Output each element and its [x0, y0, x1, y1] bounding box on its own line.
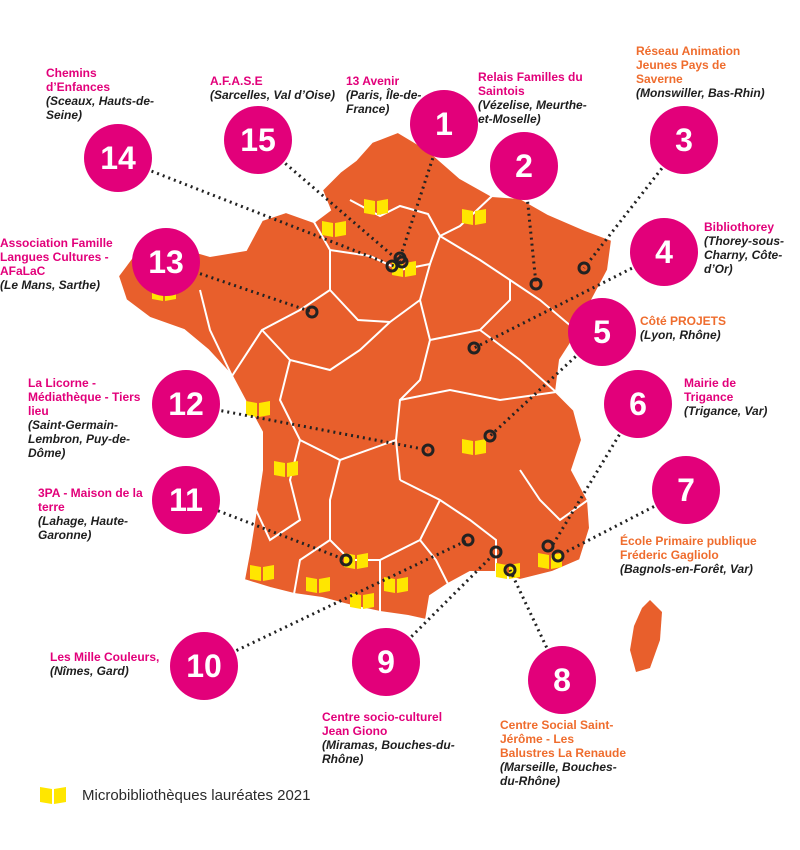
winner-name: La Licorne - Médiathèque - Tiers lieu: [28, 376, 141, 418]
winner-location: (Thorey-sous-Charny, Côte-d’Or): [704, 234, 785, 276]
winner-location: (Sceaux, Hauts-de-Seine): [46, 94, 155, 122]
winner-name: Bibliothorey: [704, 220, 775, 234]
badge-12: 12: [152, 370, 220, 438]
winner-location: (Marseille, Bouches-du-Rhône): [500, 760, 617, 788]
winner-name: Relais Familles du Saintois: [478, 70, 583, 98]
label-7: Centre Social Saint-Jérôme - Les Balustr…: [500, 718, 630, 788]
label-13: Chemins d’Enfances (Sceaux, Hauts-de-Sei…: [46, 66, 156, 122]
winner-name: Chemins d’Enfances: [46, 66, 111, 94]
connector-12: [185, 402, 429, 452]
label-9: Les Mille Couleurs, (Nîmes, Gard): [50, 650, 170, 678]
winner-location: (Trigance, Var): [684, 404, 768, 418]
marker-3: [577, 261, 591, 275]
winner-location: (Saint-Germain-Lembron, Puy-de-Dôme): [28, 418, 131, 460]
badge-7: 7: [652, 456, 720, 524]
label-5: Mairie de Trigance (Trigance, Var): [684, 376, 784, 418]
marker-8: [503, 563, 517, 577]
winner-location: (Miramas, Bouches-du-Rhône): [322, 738, 455, 766]
winner-name: Association Famille Langues Cultures - A…: [0, 236, 113, 278]
book-icon: [462, 439, 486, 455]
badge-11: 11: [152, 466, 220, 534]
badge-10: 10: [170, 632, 238, 700]
open-book-icon: [40, 787, 66, 804]
book-icon: [350, 593, 374, 609]
badge-1: 1: [410, 90, 478, 158]
badge-14: 14: [84, 124, 152, 192]
book-icon: [306, 577, 330, 593]
winner-name: Centre socio-culturel Jean Giono: [322, 710, 443, 738]
connector-11: [189, 498, 347, 562]
connector-10: [203, 538, 469, 668]
winner-location: (Sarcelles, Val d’Oise): [210, 88, 335, 102]
marker-7: [551, 549, 565, 563]
badge-9: 9: [352, 628, 420, 696]
connector-14: [117, 156, 395, 268]
winner-name: Les Mille Couleurs,: [50, 650, 160, 664]
book-icon: [384, 577, 408, 593]
winner-name: 3PA - Maison de la terre: [38, 486, 143, 514]
winner-location: (Paris, Île-de-France): [346, 88, 422, 116]
marker-13: [305, 305, 319, 319]
winner-location: (Lyon, Rhône): [640, 328, 721, 342]
label-10: 3PA - Maison de la terre (Lahage, Haute-…: [38, 486, 148, 542]
winner-location: (Bagnols-en-Forêt, Var): [620, 562, 753, 576]
legend: Microbibliothèques lauréates 2021: [38, 784, 310, 806]
label-14: A.F.A.S.E (Sarcelles, Val d’Oise): [210, 74, 340, 102]
winner-location: (Nîmes, Gard): [50, 664, 129, 678]
marker-11: [339, 553, 353, 567]
book-icon: [322, 221, 346, 237]
marker-4: [467, 341, 481, 355]
location-markers: [305, 251, 591, 577]
label-11: La Licorne - Médiathèque - Tiers lieu (S…: [28, 376, 146, 460]
winner-name: Centre Social Saint-Jérôme - Les Balustr…: [500, 718, 627, 760]
book-icon: [246, 401, 270, 417]
marker-9: [489, 545, 503, 559]
badge-6: 6: [604, 370, 672, 438]
winner-name: Mairie de Trigance: [684, 376, 737, 404]
winner-location: (Monswiller, Bas-Rhin): [636, 86, 765, 100]
corsica: [630, 600, 662, 672]
badge-15: 15: [224, 106, 292, 174]
winner-location: (Lahage, Haute-Garonne): [38, 514, 129, 542]
winner-name: Réseau Animation Jeunes Pays de Saverne: [636, 44, 741, 86]
badge-13: 13: [132, 228, 200, 296]
label-1: Relais Familles du Saintois (Vézelise, M…: [478, 70, 598, 126]
marker-12: [421, 443, 435, 457]
label-4: Côté PROJETS (Lyon, Rhône): [640, 314, 770, 342]
book-icon: [462, 209, 486, 225]
marker-10: [461, 533, 475, 547]
book-icon: [274, 461, 298, 477]
marker-2: [529, 277, 543, 291]
badge-8: 8: [528, 646, 596, 714]
label-8: Centre socio-culturel Jean Giono (Mirama…: [322, 710, 462, 766]
connector-8: [508, 569, 564, 681]
badge-2: 2: [490, 132, 558, 200]
legend-label: Microbibliothèques lauréates 2021: [82, 786, 311, 804]
badge-5: 5: [568, 298, 636, 366]
marker-6: [541, 539, 555, 553]
marker-5: [483, 429, 497, 443]
winner-name: A.F.A.S.E: [210, 74, 263, 88]
connector-6: [550, 403, 640, 547]
label-2: Réseau Animation Jeunes Pays de Saverne …: [636, 44, 766, 100]
book-icon: [364, 199, 388, 215]
badge-4: 4: [630, 218, 698, 286]
label-6: École Primaire publique Fréderic Gagliol…: [620, 534, 770, 576]
badge-3: 3: [650, 106, 718, 174]
marker-15: [395, 255, 409, 269]
winner-location: (Le Mans, Sarthe): [0, 278, 101, 292]
label-12: Association Famille Langues Cultures - A…: [0, 236, 124, 292]
winner-name: École Primaire publique Fréderic Gagliol…: [620, 534, 757, 562]
label-15: 13 Avenir (Paris, Île-de-France): [346, 74, 436, 116]
winner-location: (Vézelise, Meurthe-et-Moselle): [478, 98, 587, 126]
winner-name: 13 Avenir: [346, 74, 400, 88]
label-3: Bibliothorey (Thorey-sous-Charny, Côte-d…: [704, 220, 794, 276]
winner-name: Côté PROJETS: [640, 314, 727, 328]
book-icon: [250, 565, 274, 581]
